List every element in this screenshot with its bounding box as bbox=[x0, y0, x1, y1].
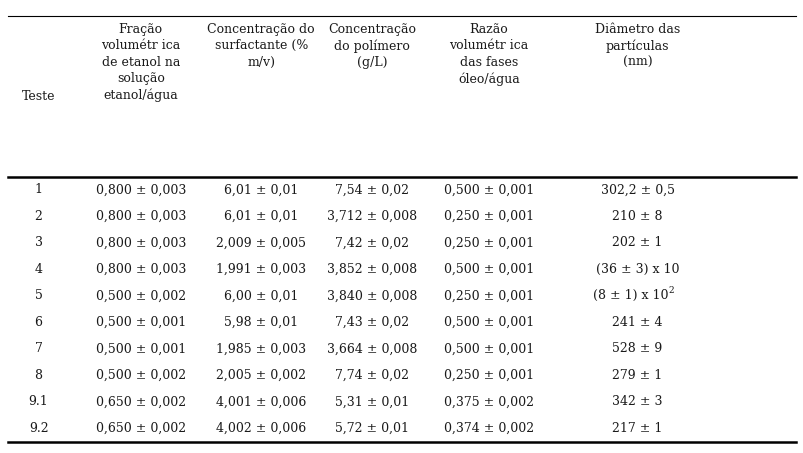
Text: 4,002 ± 0,006: 4,002 ± 0,006 bbox=[216, 422, 306, 435]
Text: 7,54 ± 0,02: 7,54 ± 0,02 bbox=[335, 183, 409, 197]
Text: 0,500 ± 0,001: 0,500 ± 0,001 bbox=[443, 342, 533, 356]
Text: 0,374 ± 0,002: 0,374 ± 0,002 bbox=[443, 422, 533, 435]
Text: Concentração do
surfactante (%
m/v): Concentração do surfactante (% m/v) bbox=[207, 23, 315, 69]
Text: 0,800 ± 0,003: 0,800 ± 0,003 bbox=[96, 236, 185, 250]
Text: Teste: Teste bbox=[22, 90, 55, 103]
Text: 0,250 ± 0,001: 0,250 ± 0,001 bbox=[443, 236, 533, 250]
Text: 2: 2 bbox=[667, 285, 673, 294]
Text: (8 ± 1) x 10: (8 ± 1) x 10 bbox=[593, 289, 668, 303]
Text: 3,664 ± 0,008: 3,664 ± 0,008 bbox=[327, 342, 417, 356]
Text: 3,852 ± 0,008: 3,852 ± 0,008 bbox=[327, 263, 417, 276]
Text: 0,800 ± 0,003: 0,800 ± 0,003 bbox=[96, 183, 185, 197]
Text: Razão
volumétr ica
das fases
óleo/água: Razão volumétr ica das fases óleo/água bbox=[449, 23, 528, 86]
Text: 202 ± 1: 202 ± 1 bbox=[612, 236, 662, 250]
Text: 0,650 ± 0,002: 0,650 ± 0,002 bbox=[96, 395, 185, 409]
Text: Concentração
do polímero
(g/L): Concentração do polímero (g/L) bbox=[328, 23, 416, 69]
Text: 0,500 ± 0,002: 0,500 ± 0,002 bbox=[96, 369, 185, 382]
Text: 9.1: 9.1 bbox=[29, 395, 48, 409]
Text: 9.2: 9.2 bbox=[29, 422, 48, 435]
Text: 1,985 ± 0,003: 1,985 ± 0,003 bbox=[216, 342, 306, 356]
Text: 0,500 ± 0,001: 0,500 ± 0,001 bbox=[96, 316, 185, 329]
Text: Fração
volumétr ica
de etanol na
solução
etanol/água: Fração volumétr ica de etanol na solução… bbox=[101, 23, 180, 102]
Text: 5: 5 bbox=[35, 289, 43, 303]
Text: 0,500 ± 0,001: 0,500 ± 0,001 bbox=[443, 183, 533, 197]
Text: 3,840 ± 0,008: 3,840 ± 0,008 bbox=[327, 289, 417, 303]
Text: 2: 2 bbox=[35, 210, 43, 223]
Text: Diâmetro das
partículas
(nm): Diâmetro das partículas (nm) bbox=[594, 23, 679, 69]
Text: 0,375 ± 0,002: 0,375 ± 0,002 bbox=[443, 395, 533, 409]
Text: 4: 4 bbox=[35, 263, 43, 276]
Text: 0,650 ± 0,002: 0,650 ± 0,002 bbox=[96, 422, 185, 435]
Text: 0,250 ± 0,001: 0,250 ± 0,001 bbox=[443, 210, 533, 223]
Text: 279 ± 1: 279 ± 1 bbox=[612, 369, 662, 382]
Text: 0,500 ± 0,001: 0,500 ± 0,001 bbox=[96, 342, 185, 356]
Text: 1,991 ± 0,003: 1,991 ± 0,003 bbox=[216, 263, 306, 276]
Text: 6,01 ± 0,01: 6,01 ± 0,01 bbox=[224, 183, 298, 197]
Text: 7,42 ± 0,02: 7,42 ± 0,02 bbox=[335, 236, 409, 250]
Text: 0,500 ± 0,002: 0,500 ± 0,002 bbox=[96, 289, 185, 303]
Text: 5,31 ± 0,01: 5,31 ± 0,01 bbox=[335, 395, 409, 409]
Text: 342 ± 3: 342 ± 3 bbox=[612, 395, 662, 409]
Text: 7,74 ± 0,02: 7,74 ± 0,02 bbox=[335, 369, 409, 382]
Text: 1: 1 bbox=[35, 183, 43, 197]
Text: 210 ± 8: 210 ± 8 bbox=[612, 210, 662, 223]
Text: 2,009 ± 0,005: 2,009 ± 0,005 bbox=[216, 236, 306, 250]
Text: 0,250 ± 0,001: 0,250 ± 0,001 bbox=[443, 369, 533, 382]
Text: 4,001 ± 0,006: 4,001 ± 0,006 bbox=[216, 395, 306, 409]
Text: 0,800 ± 0,003: 0,800 ± 0,003 bbox=[96, 263, 185, 276]
Text: 6: 6 bbox=[35, 316, 43, 329]
Text: 302,2 ± 0,5: 302,2 ± 0,5 bbox=[600, 183, 674, 197]
Text: 3,712 ± 0,008: 3,712 ± 0,008 bbox=[327, 210, 417, 223]
Text: 241 ± 4: 241 ± 4 bbox=[612, 316, 662, 329]
Text: 8: 8 bbox=[35, 369, 43, 382]
Text: (36 ± 3) x 10: (36 ± 3) x 10 bbox=[595, 263, 679, 276]
Text: 2,005 ± 0,002: 2,005 ± 0,002 bbox=[216, 369, 306, 382]
Text: 0,500 ± 0,001: 0,500 ± 0,001 bbox=[443, 263, 533, 276]
Text: 7,43 ± 0,02: 7,43 ± 0,02 bbox=[335, 316, 409, 329]
Text: 0,800 ± 0,003: 0,800 ± 0,003 bbox=[96, 210, 185, 223]
Text: 3: 3 bbox=[35, 236, 43, 250]
Text: 6,00 ± 0,01: 6,00 ± 0,01 bbox=[224, 289, 298, 303]
Text: 5,72 ± 0,01: 5,72 ± 0,01 bbox=[335, 422, 409, 435]
Text: 528 ± 9: 528 ± 9 bbox=[612, 342, 662, 356]
Text: 6,01 ± 0,01: 6,01 ± 0,01 bbox=[224, 210, 298, 223]
Text: 0,500 ± 0,001: 0,500 ± 0,001 bbox=[443, 316, 533, 329]
Text: 7: 7 bbox=[35, 342, 43, 356]
Text: 5,98 ± 0,01: 5,98 ± 0,01 bbox=[224, 316, 298, 329]
Text: 217 ± 1: 217 ± 1 bbox=[612, 422, 662, 435]
Text: 0,250 ± 0,001: 0,250 ± 0,001 bbox=[443, 289, 533, 303]
